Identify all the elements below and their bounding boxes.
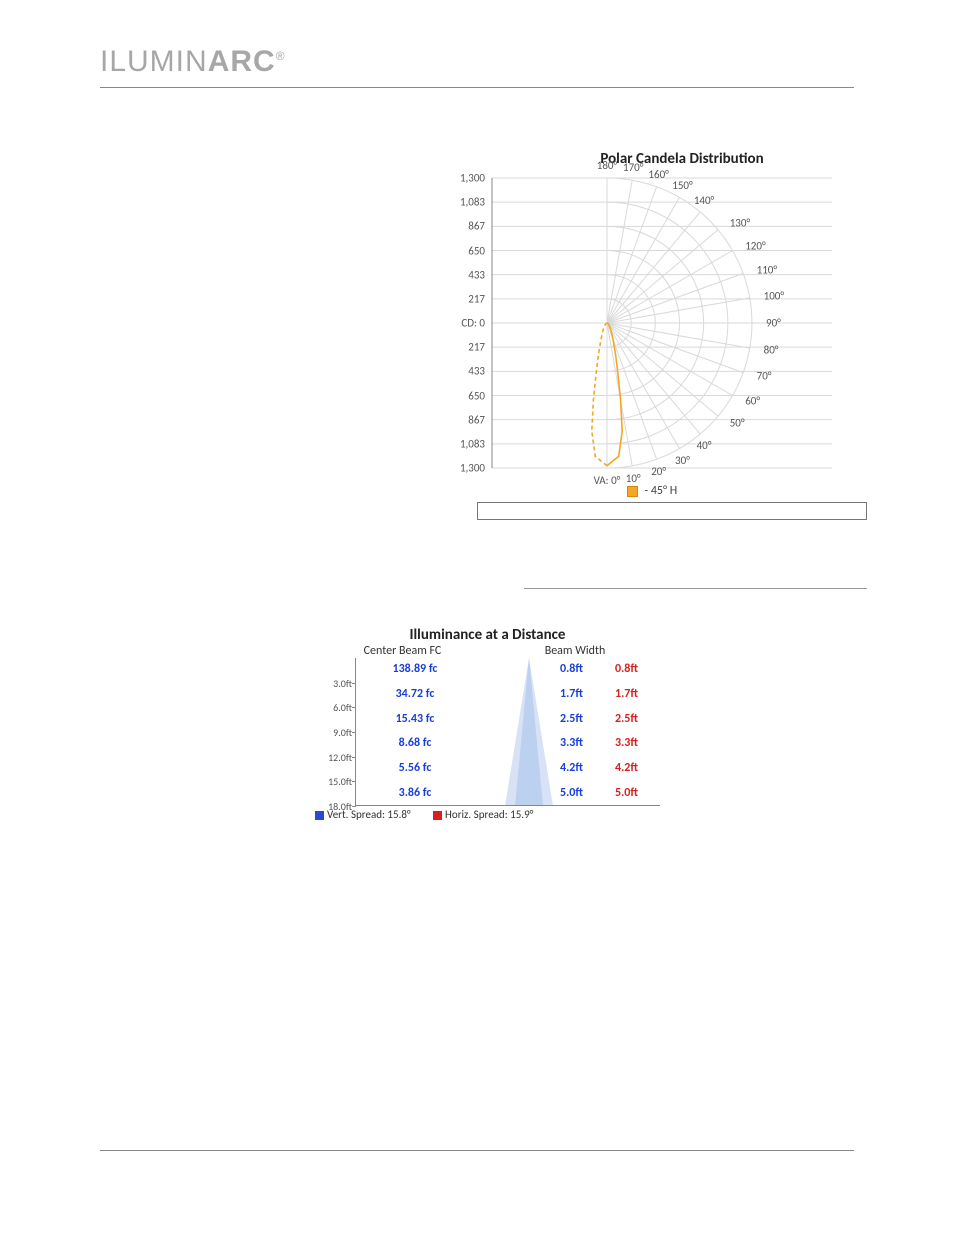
polar-angle-label: 50° [730, 416, 745, 429]
polar-angle-label: 60° [745, 394, 760, 407]
polar-angle-label: 30° [675, 454, 690, 467]
illum-fc: 138.89 fc [356, 662, 474, 676]
illum-bw-vert: 4.2ft [544, 761, 599, 775]
illum-tick [352, 707, 356, 708]
legend-swatch-icon [627, 486, 638, 497]
brand-logo: ILUMINARC® [100, 45, 286, 78]
polar-plot: 1,300 1,300 1,083 1,083 867 867 650 650 433 433 21… [437, 168, 867, 478]
illum-bw-horiz: 4.2ft [599, 761, 654, 775]
brand-part1: ILUMIN [100, 45, 208, 78]
polar-ylabel: 1,083 [437, 196, 485, 209]
sub-beam-width: Beam Width [490, 644, 660, 658]
illum-bw-vert: 2.5ft [544, 712, 599, 726]
brand-part2: ARC [208, 45, 276, 78]
divider [524, 588, 867, 589]
polar-ylabel: 217 [437, 292, 485, 305]
illum-tick [352, 683, 356, 684]
polar-angle-label: 170° [623, 161, 643, 174]
illum-subheaders: Center Beam FC Beam Width [315, 644, 660, 658]
illum-bw-vert: 0.8ft [544, 662, 599, 676]
illum-bw-horiz: 1.7ft [599, 687, 654, 701]
illum-baseline [356, 805, 660, 806]
illum-bw-vert: 1.7ft [544, 687, 599, 701]
polar-angle-label: 90° [766, 317, 781, 330]
illum-row: 3.0ft138.89 fc0.8ft0.8ft [356, 662, 660, 676]
illum-title: Illuminance at a Distance [315, 626, 660, 644]
polar-ylabel: 1,300 [437, 172, 485, 185]
illum-bw-horiz: 5.0ft [599, 786, 654, 800]
illum-dist: 18.0ft [314, 800, 352, 813]
illum-row: 18.0ft3.86 fc5.0ft5.0ft [356, 786, 660, 800]
illum-bw-horiz: 3.3ft [599, 736, 654, 750]
illum-bw-vert: 5.0ft [544, 786, 599, 800]
illum-bw-vert: 3.3ft [544, 736, 599, 750]
polar-angle-label: 10° [626, 472, 641, 485]
page-header: ILUMINARC® [100, 45, 854, 88]
illum-row: 9.0ft15.43 fc2.5ft2.5ft [356, 712, 660, 726]
horiz-swatch-icon [433, 811, 442, 820]
illum-spread: Vert. Spread: 15.8° Horiz. Spread: 15.9° [315, 808, 660, 821]
illuminance-chart: Illuminance at a Distance Center Beam FC… [315, 626, 660, 821]
illum-row: 12.0ft8.68 fc3.3ft3.3ft [356, 736, 660, 750]
illum-tick [352, 732, 356, 733]
polar-angle-label: 160° [648, 168, 668, 181]
illum-tick [352, 806, 356, 807]
polar-angle-label: 130° [730, 217, 750, 230]
polar-angle-label: 110° [757, 263, 777, 276]
polar-ylabel: 867 [437, 413, 485, 426]
polar-angle-label: 120° [745, 239, 765, 252]
illum-bw-horiz: 0.8ft [599, 662, 654, 676]
illum-row: 15.0ft5.56 fc4.2ft4.2ft [356, 761, 660, 775]
polar-angle-label: 70° [757, 370, 772, 383]
polar-angle-label: 150° [672, 179, 692, 192]
polar-ylabel: 1,300 [437, 462, 485, 475]
polar-ylabel: 217 [437, 341, 485, 354]
polar-angle-label: 100° [764, 290, 784, 303]
polar-ylabel: CD: 0 [437, 317, 485, 330]
polar-ylabel: 433 [437, 268, 485, 281]
illum-dist: 15.0ft [314, 775, 352, 788]
illum-tick [352, 757, 356, 758]
polar-ylabel: 1,083 [437, 437, 485, 450]
polar-angle-label: 80° [764, 343, 779, 356]
polar-angle-label: 140° [694, 194, 714, 207]
page-footer-line [100, 1150, 854, 1151]
horiz-spread: Horiz. Spread: 15.9° [445, 808, 533, 821]
polar-angle-label: VA: 0° [594, 474, 621, 487]
polar-ylabel: 650 [437, 244, 485, 257]
illum-dist: 12.0ft [314, 751, 352, 764]
polar-chart: Polar Candela Distribution 1,300 1,300 1,0… [437, 150, 867, 520]
illum-dist: 9.0ft [314, 726, 352, 739]
illum-bw-horiz: 2.5ft [599, 712, 654, 726]
illum-fc: 34.72 fc [356, 687, 474, 701]
illum-dist: 6.0ft [314, 701, 352, 714]
illum-row: 6.0ft34.72 fc1.7ft1.7ft [356, 687, 660, 701]
polar-angle-label: 180° [597, 159, 617, 172]
polar-title: Polar Candela Distribution [497, 150, 867, 168]
brand-reg: ® [276, 49, 286, 63]
polar-ylabel: 433 [437, 365, 485, 378]
polar-ylabel: 650 [437, 389, 485, 402]
polar-angle-label: 40° [697, 439, 712, 452]
polar-angle-label: 20° [651, 465, 666, 478]
illum-fc: 8.68 fc [356, 736, 474, 750]
illum-fc: 3.86 fc [356, 786, 474, 800]
legend-box [477, 502, 867, 520]
illum-fc: 5.56 fc [356, 761, 474, 775]
legend-label: - 45° H [644, 484, 677, 498]
illum-fc: 15.43 fc [356, 712, 474, 726]
polar-legend: - 45° H [437, 484, 867, 498]
polar-ylabel: 867 [437, 220, 485, 233]
beam-cone-icon [499, 658, 559, 806]
illum-body: 3.0ft138.89 fc0.8ft0.8ft6.0ft34.72 fc1.7… [355, 658, 660, 806]
illum-tick [352, 781, 356, 782]
illum-dist: 3.0ft [314, 677, 352, 690]
sub-center-beam: Center Beam FC [315, 644, 490, 658]
